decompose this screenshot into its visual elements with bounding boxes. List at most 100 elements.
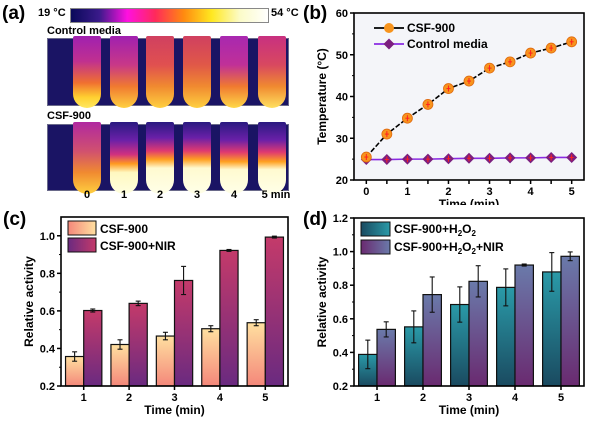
time-label-1: 1: [120, 189, 128, 201]
time-label-0: 0: [83, 189, 91, 201]
legend-swatch-csf900: [67, 220, 97, 236]
legend-swatch-csf900-nir: [67, 237, 97, 253]
x-tick-label: 3: [171, 392, 177, 404]
tube-csf900-1: [110, 122, 138, 194]
x-tick-label: 5: [569, 186, 575, 198]
tube-control-2: [146, 36, 174, 108]
x-axis-label: Time (min): [439, 403, 499, 417]
y-tick-label: 60: [336, 8, 348, 20]
legend-label-csf900-h2o2-nir: CSF-900+H2O2+NIR: [394, 240, 504, 256]
bar-csf-900-h2o2-nir-1: [376, 328, 396, 387]
plot-frame: [60, 216, 289, 387]
y-tick-label: 0.2: [40, 381, 55, 393]
legend-label-control: Control media: [407, 37, 488, 51]
y-tick-label: 50: [336, 50, 348, 62]
y-tick-label: 0.8: [40, 268, 55, 280]
y-tick-label: 20: [336, 175, 348, 187]
x-tick-label: 1: [374, 392, 380, 404]
y-tick-label: 0.4: [40, 343, 56, 355]
x-tick-label: 5: [262, 392, 268, 404]
bar-csf-900-4: [201, 328, 221, 387]
x-tick-label: 4: [512, 392, 519, 404]
tube-control-4: [220, 36, 248, 108]
legend: CSF-900 Control media: [374, 21, 488, 51]
legend: CSF-900+H2O2 CSF-900+H2O2+NIR: [360, 221, 504, 256]
bar-csf-900-h2o2-nir-4: [514, 264, 534, 387]
tube-csf900-3: [183, 122, 211, 194]
tube-csf900-0: [73, 122, 101, 194]
time-label-5: 5 min: [261, 189, 291, 201]
y-axis-label: Relative activity: [315, 256, 329, 347]
x-tick-label: 3: [486, 186, 492, 198]
relative-activity-bar-chart-c: 0.2 0.4 0.6 0.8 1.0 1 2 3 4 5 Time (min) Relative a…: [22, 216, 289, 417]
panel-a-label: (a): [2, 3, 26, 24]
tube-control-3: [183, 36, 211, 108]
temperature-line-chart: 20 30 40 50 60 0 1 2 3 4 5 Time (min) Temperature (°…: [315, 8, 585, 205]
y-axis-label: Temperature (°C): [315, 48, 329, 145]
x-tick-label: 2: [126, 392, 132, 404]
y-tick-label: 30: [336, 133, 348, 145]
tube-csf900-4: [220, 122, 248, 194]
legend-label-csf900-h2o2: CSF-900+H2O2: [394, 222, 477, 238]
legend-marker-control: [383, 38, 395, 50]
y-tick-label: 0.6: [40, 306, 55, 318]
bar-csf-900-nir-3: [173, 279, 194, 387]
time-label-3: 3: [193, 189, 201, 201]
bar-csf-900-h2o2-nir-5: [560, 255, 580, 387]
x-axis-label: Time (min): [144, 403, 204, 417]
relative-activity-bar-chart-d: 0.2 0.4 0.6 0.8 1.0 1.2 1 2 3 4 5 Time (min) Relativ…: [315, 213, 585, 417]
y-tick-label: 1.0: [40, 231, 55, 243]
thermal-image-control: [47, 36, 289, 108]
panel-b-label: (b): [303, 3, 328, 24]
x-tick-label: 4: [217, 392, 224, 404]
panel-c-label: (c): [3, 209, 27, 230]
x-tick-label: 2: [445, 186, 451, 198]
tube-control-5: [258, 36, 286, 108]
y-tick-label: 1.2: [333, 213, 348, 225]
colorbar-max-label: 54 °C: [271, 7, 299, 19]
time-label-2: 2: [156, 189, 164, 201]
bar-csf-900-nir-4: [219, 249, 239, 387]
legend: CSF-900 CSF-900+NIR: [67, 220, 176, 253]
legend-swatch-csf900-h2o2-nir: [360, 239, 391, 255]
y-tick-label: 0.6: [333, 314, 348, 326]
x-tick-label: 2: [420, 392, 426, 404]
bar-csf-900-nir-1: [83, 309, 103, 387]
y-axis-label: Relative activity: [22, 256, 36, 347]
x-tick-label: 0: [363, 186, 369, 198]
bar-csf-900-nir-5: [264, 236, 285, 387]
tube-control-1: [110, 36, 138, 108]
y-tick-label: 40: [336, 92, 348, 104]
legend-label-csf900: CSF-900: [100, 222, 148, 236]
bar-csf-900-nir-2: [128, 302, 148, 387]
bar-csf-900-2: [110, 343, 130, 387]
control-media-title: Control media: [47, 25, 121, 37]
plot-area: [354, 13, 584, 180]
x-tick-label: 5: [558, 392, 564, 404]
tube-control-0: [73, 36, 101, 108]
csf900-title: CSF-900: [47, 110, 92, 122]
tube-csf900-2: [146, 122, 174, 194]
x-axis-label: Time (min): [439, 197, 499, 205]
x-tick-label: 1: [81, 392, 87, 404]
y-tick-label: 1.0: [333, 247, 348, 259]
x-tick-label: 1: [404, 186, 410, 198]
temperature-colorbar: [70, 8, 269, 23]
bar-csf-900-3: [155, 335, 176, 387]
panel-d-label: (d): [303, 209, 328, 230]
legend-label-csf900-nir: CSF-900+NIR: [100, 239, 176, 253]
plot-frame: [353, 217, 585, 387]
x-tick-label: 3: [466, 392, 472, 404]
legend-swatch-csf900-h2o2: [360, 221, 391, 237]
colorbar-min-label: 19 °C: [38, 7, 66, 19]
legend-marker-csf900: [384, 23, 394, 33]
legend-label-csf900: CSF-900: [407, 21, 455, 35]
plot-frame: [353, 12, 585, 181]
y-tick-label: 0.8: [333, 280, 348, 292]
bar-csf-900-5: [246, 322, 266, 387]
x-tick-label: 4: [528, 186, 535, 198]
y-tick-label: 0.4: [333, 347, 349, 359]
y-tick-label: 0.2: [333, 381, 348, 393]
time-label-4: 4: [230, 189, 238, 201]
thermal-image-csf900: [47, 122, 289, 194]
